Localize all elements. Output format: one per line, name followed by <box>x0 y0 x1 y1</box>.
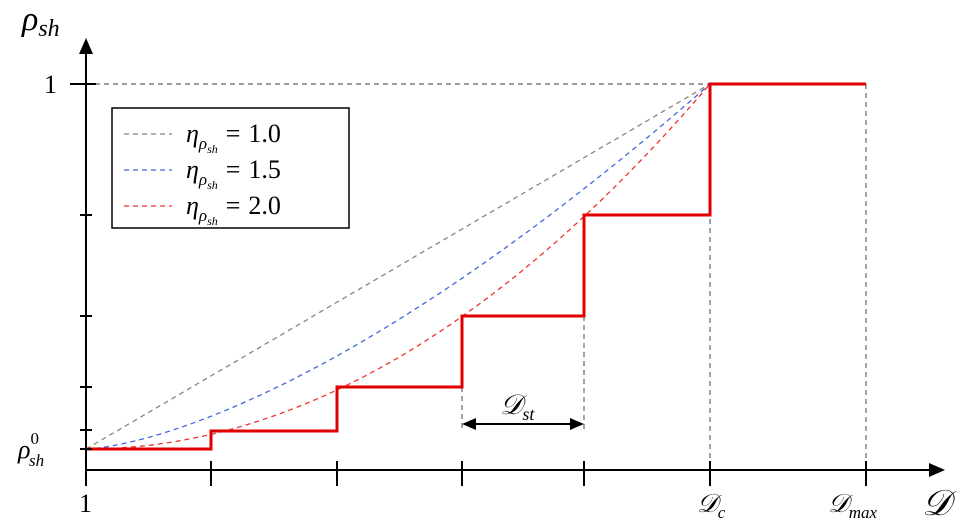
symbol: η <box>186 191 199 220</box>
subscript: sh <box>29 451 44 470</box>
arrow-head <box>462 418 476 430</box>
curve <box>85 83 711 450</box>
relation: = <box>226 119 241 148</box>
symbol: ρ <box>21 1 38 38</box>
x-arrow <box>929 463 945 477</box>
legend <box>111 107 350 229</box>
step-label: 𝒟st <box>500 390 535 424</box>
value: 1.5 <box>248 155 281 184</box>
curves <box>85 83 711 450</box>
relation: = <box>226 191 241 220</box>
relation: = <box>226 155 241 184</box>
value: 1.0 <box>248 119 281 148</box>
x-tick-label: 1 <box>79 489 92 518</box>
legend-label: ηρsh = 1.0 <box>186 119 281 156</box>
arrow-head <box>570 418 584 430</box>
subsubscript: sh <box>207 214 218 228</box>
curve <box>85 83 711 450</box>
x-tick-label: 𝒟c <box>697 489 726 522</box>
subscript: sh <box>38 16 59 42</box>
symbol: 𝒟 <box>922 483 957 523</box>
value: 2.0 <box>248 191 281 220</box>
step-function <box>86 82 866 451</box>
subscript: ρ <box>198 206 207 225</box>
legend-label: ηρsh = 2.0 <box>186 191 281 228</box>
symbol: η <box>186 155 199 184</box>
subscript: c <box>718 503 726 522</box>
y-tick-label: ρ0 sh <box>17 429 44 470</box>
y-arrow <box>79 38 93 54</box>
superscript: 0 <box>30 429 39 448</box>
subscript: ρ <box>198 170 207 189</box>
curve <box>85 83 711 450</box>
legend-label: ηρsh = 1.5 <box>186 155 281 192</box>
subsubscript: sh <box>207 178 218 192</box>
subscript: max <box>849 503 878 522</box>
subscript: ρ <box>198 134 207 153</box>
x-axis-label: 𝒟 <box>922 483 957 523</box>
y-tick-label: 1 <box>44 70 57 99</box>
symbol: η <box>186 119 199 148</box>
axes <box>70 50 935 486</box>
subscript: st <box>522 404 535 424</box>
symbol: ρ <box>17 435 30 464</box>
subsubscript: sh <box>207 142 218 156</box>
y-axis-label: ρsh <box>21 1 60 42</box>
x-tick-label: 𝒟max <box>828 489 878 522</box>
